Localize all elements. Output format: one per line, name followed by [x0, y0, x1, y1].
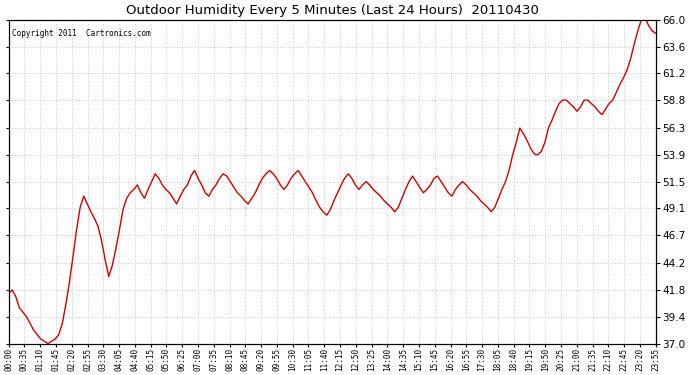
Text: Copyright 2011  Cartronics.com: Copyright 2011 Cartronics.com — [12, 29, 150, 38]
Title: Outdoor Humidity Every 5 Minutes (Last 24 Hours)  20110430: Outdoor Humidity Every 5 Minutes (Last 2… — [126, 4, 539, 17]
